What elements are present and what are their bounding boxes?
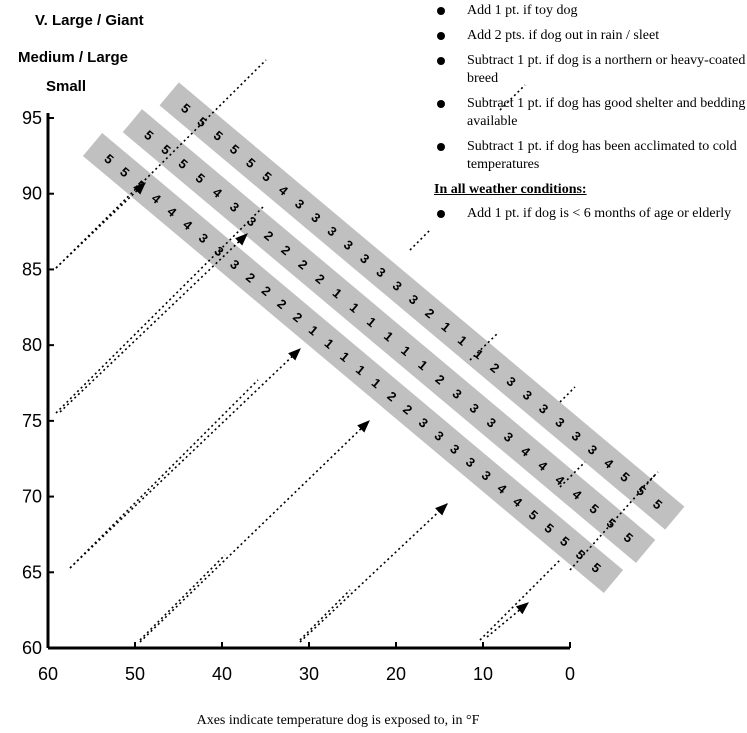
note-text: Subtract 1 pt. if dog has good shelter a… [467,96,746,129]
dotted-guide-line [409,229,431,251]
size-label-giant: V. Large / Giant [35,12,144,29]
dotted-guide-line [559,386,576,403]
size-label-small: Small [46,78,86,95]
band-2: 555555433333333211123333334555 [159,82,685,530]
x-tick-label: 10 [473,664,493,684]
dotted-guide-line [299,589,351,641]
dotted-guide-line [469,332,499,361]
bullet-icon [437,100,445,108]
band-strip [82,132,624,594]
dotted-guide-line [479,559,561,641]
bullet-icon [437,143,445,151]
y-tick-label: 65 [22,562,42,582]
note-item: Subtract 1 pt. if dog has been acclimate… [434,138,746,174]
y-tick-label: 80 [22,335,42,355]
y-tick-label: 95 [22,108,42,128]
arrow [139,420,370,643]
note-text: Add 2 pts. if dog out in rain / sleet [467,28,660,43]
notes-panel: Add 1 pt. if toy dog Add 2 pts. if dog ou… [434,2,746,230]
notes-heading: In all weather conditions: [434,182,587,197]
bullet-icon [437,57,445,65]
note-text: Add 1 pt. if toy dog [467,3,578,18]
dotted-guide-line [55,204,266,414]
note-item: Add 1 pt. if dog is < 6 months of age or… [434,205,746,223]
band-strip [159,82,685,530]
y-tick-label: 70 [22,487,42,507]
y-tick-label: 90 [22,184,42,204]
x-tick-label: 30 [299,664,319,684]
note-text: Subtract 1 pt. if dog has been acclimate… [467,139,737,172]
x-tick-label: 40 [212,664,232,684]
dotted-guide-line [139,554,226,641]
dotted-guide-line [559,461,586,488]
x-tick-label: 50 [125,664,145,684]
dotted-guide-line [569,474,656,571]
axes [46,113,571,650]
notes-list-bottom: Add 1 pt. if dog is < 6 months of age or… [434,205,746,223]
band-strip [122,109,656,563]
bullet-icon [437,7,445,15]
band-layer: 5554443332222111112233333445555555554332… [82,82,685,594]
x-tick-label: 60 [38,664,58,684]
size-label-large: Medium / Large [18,49,128,66]
y-tick-label: 85 [22,259,42,279]
arrow [299,503,448,643]
bullet-icon [437,32,445,40]
x-tick-label: 20 [386,664,406,684]
dotted-guide-line [69,379,259,569]
note-text: Subtract 1 pt. if dog is a northern or h… [467,53,746,86]
arrow [59,233,248,413]
arrow-layer [55,59,659,643]
dotted-guide-line [55,59,267,269]
y-tick-label: 60 [22,638,42,658]
dotted-guide-line [499,84,526,111]
arrow [69,348,301,569]
dotted-guide-line [639,471,659,491]
note-item: Subtract 1 pt. if dog has good shelter a… [434,95,746,131]
notes-list-top: Add 1 pt. if toy dog Add 2 pts. if dog ou… [434,2,746,174]
x-tick-label: 0 [565,664,575,684]
bullet-icon [437,210,445,218]
y-tick-label: 75 [22,411,42,431]
arrow [486,602,529,638]
note-item: Add 2 pts. if dog out in rain / sleet [434,27,746,45]
arrow [55,182,146,269]
note-item: Add 1 pt. if toy dog [434,2,746,20]
note-item: Subtract 1 pt. if dog is a northern or h… [434,52,746,88]
x-axis-caption: Axes indicate temperature dog is exposed… [197,713,480,728]
note-text: Add 1 pt. if dog is < 6 months of age or… [467,206,732,221]
tick-labels: 95 90 85 80 75 70 65 60 60 50 40 30 20 10 0 [22,108,575,684]
